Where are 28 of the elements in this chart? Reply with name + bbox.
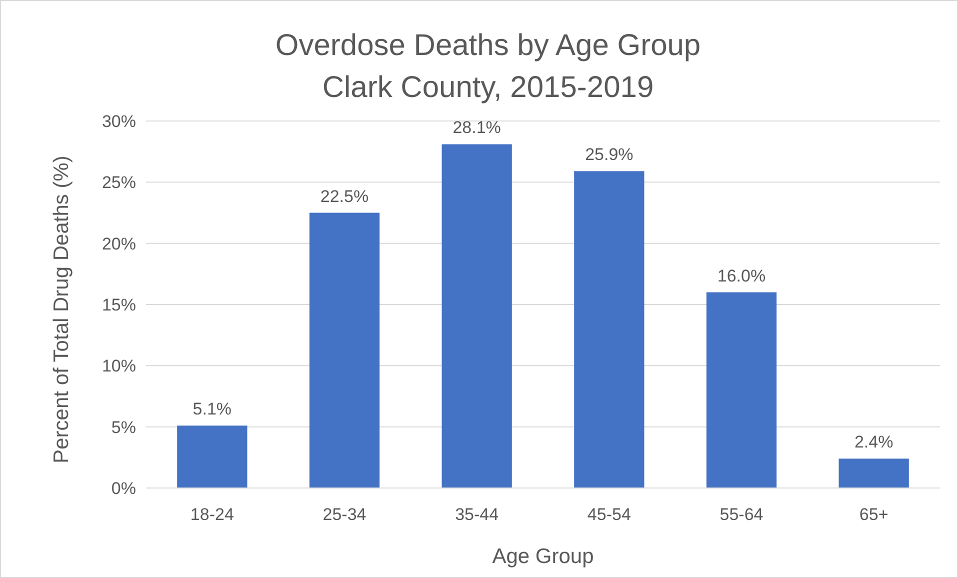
data-label: 28.1% (452, 118, 501, 138)
y-tick-label: 10% (102, 356, 136, 376)
bar (706, 292, 777, 488)
data-label: 25.9% (585, 145, 634, 164)
data-label: 2.4% (854, 432, 894, 452)
bar (574, 171, 644, 488)
x-tick-label: 55-64 (720, 505, 764, 524)
y-tick-label: 5% (111, 418, 136, 437)
data-label: 22.5% (320, 186, 369, 206)
y-tick-label: 20% (102, 234, 136, 254)
y-tick-label: 25% (102, 173, 136, 192)
y-tick-label: 30% (102, 112, 136, 131)
x-tick-label: 25-34 (322, 505, 366, 524)
x-tick-label: 45-54 (587, 505, 631, 524)
bar (309, 212, 380, 488)
x-tick-label: 65+ (859, 505, 888, 524)
y-tick-label: 0% (111, 478, 136, 498)
y-axis-title: Percent of Total Drug Deaths (%) (50, 156, 73, 464)
chart-title: Overdose Deaths by Age Group Clark County, 2015-2019 (275, 29, 701, 104)
x-tick-label: 35-44 (455, 505, 499, 524)
x-axis-title: Age Group (492, 545, 594, 568)
bar (442, 144, 512, 488)
x-tick-label: 18-24 (190, 505, 234, 524)
data-label: 16.0% (717, 266, 766, 286)
bar (177, 426, 248, 488)
bar (838, 458, 909, 488)
y-tick-label: 15% (102, 295, 136, 314)
data-label: 5.1% (192, 400, 232, 419)
